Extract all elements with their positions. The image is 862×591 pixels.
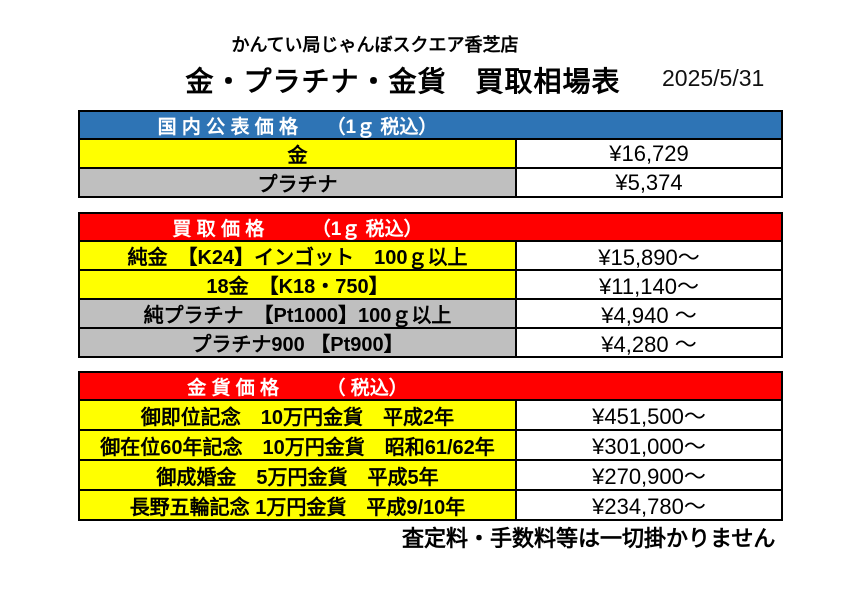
row-label: プラチナ	[80, 169, 517, 196]
table-row: プラチナ900 【Pt900】 ¥4,280 ～	[80, 329, 781, 356]
row-price: ¥301,000～	[592, 434, 706, 459]
row-price: ¥16,729	[609, 140, 689, 166]
row-price: ¥15,890～	[598, 244, 700, 270]
table-header-row: 国 内 公 表 価 格 （1ｇ 税込）	[80, 112, 781, 140]
table-header-row: 買 取 価 格 （1ｇ 税込）	[80, 214, 781, 242]
row-label: 純金 【K24】インゴット 100ｇ以上	[80, 242, 517, 269]
row-label: 純プラチナ 【Pt1000】100ｇ以上	[80, 300, 517, 327]
table-purchase-price: 買 取 価 格 （1ｇ 税込） 純金 【K24】インゴット 100ｇ以上 ¥15…	[78, 212, 783, 358]
row-price: ¥4,940 ～	[601, 302, 697, 328]
row-label: 18金 【K18・750】	[80, 271, 517, 298]
table-row: 18金 【K18・750】 ¥11,140～	[80, 271, 781, 300]
table-row: 御成婚金 5万円金貨 平成5年 ¥270,900～	[80, 461, 781, 491]
row-price: ¥4,280 ～	[601, 331, 697, 357]
row-price: ¥5,374	[615, 169, 683, 195]
row-label: 金	[80, 140, 517, 167]
row-price: ¥11,140～	[599, 273, 699, 299]
table-header-title: 国 内 公 表 価 格 （1ｇ 税込）	[157, 116, 438, 138]
store-name: かんてい局じゃんぼスクエア香芝店	[231, 35, 519, 55]
date: 2025/5/31	[662, 65, 765, 91]
row-label: 御即位記念 10万円金貨 平成2年	[80, 401, 517, 429]
footer-note: 査定料・手数料等は一切掛かりません	[402, 526, 776, 551]
table-row: 金 ¥16,729	[80, 140, 781, 169]
row-label: プラチナ900 【Pt900】	[80, 329, 517, 356]
page-title: 金・プラチナ・金貨 買取相場表	[185, 66, 621, 97]
table-row: 純金 【K24】インゴット 100ｇ以上 ¥15,890～	[80, 242, 781, 271]
table-header-title: 買 取 価 格 （1ｇ 税込）	[172, 218, 423, 240]
table-header-title: 金 貨 価 格 （ 税込）	[187, 377, 408, 399]
table-gold-coin-price: 金 貨 価 格 （ 税込） 御即位記念 10万円金貨 平成2年 ¥451,500…	[78, 371, 783, 521]
row-price: ¥234,780～	[592, 494, 706, 519]
table-header-row: 金 貨 価 格 （ 税込）	[80, 373, 781, 401]
table-domestic-published-price: 国 内 公 表 価 格 （1ｇ 税込） 金 ¥16,729 プラチナ ¥5,37…	[78, 110, 783, 198]
row-label: 御在位60年記念 10万円金貨 昭和61/62年	[80, 431, 517, 459]
table-row: 御在位60年記念 10万円金貨 昭和61/62年 ¥301,000～	[80, 431, 781, 461]
row-label: 長野五輪記念 1万円金貨 平成9/10年	[80, 491, 517, 519]
row-label: 御成婚金 5万円金貨 平成5年	[80, 461, 517, 489]
row-price: ¥451,500～	[592, 404, 706, 429]
table-row: 御即位記念 10万円金貨 平成2年 ¥451,500～	[80, 401, 781, 431]
table-row: プラチナ ¥5,374	[80, 169, 781, 196]
table-row: 純プラチナ 【Pt1000】100ｇ以上 ¥4,940 ～	[80, 300, 781, 329]
row-price: ¥270,900～	[592, 464, 706, 489]
table-row: 長野五輪記念 1万円金貨 平成9/10年 ¥234,780～	[80, 491, 781, 519]
